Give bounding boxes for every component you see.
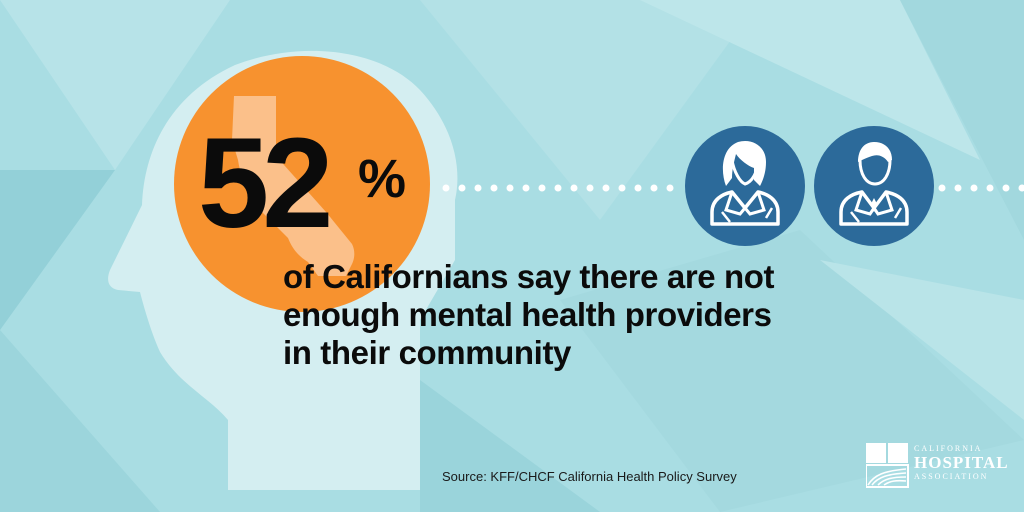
stat-number: 52 bbox=[198, 112, 333, 255]
headline-line: enough mental health providers bbox=[283, 296, 772, 333]
bg-facet bbox=[420, 0, 760, 220]
percent-sign: % bbox=[358, 149, 407, 209]
logo-line: ASSOCIATION bbox=[914, 472, 989, 481]
cha-logo: CALIFORNIA HOSPITAL ASSOCIATION bbox=[866, 443, 1008, 489]
female-provider-icon bbox=[685, 126, 805, 246]
bg-facet bbox=[420, 380, 600, 512]
logo-text: CALIFORNIA HOSPITAL ASSOCIATION bbox=[914, 443, 1009, 481]
headline-line: of Californians say there are not bbox=[283, 258, 775, 295]
bg-facet bbox=[0, 0, 230, 170]
male-provider-icon bbox=[814, 126, 934, 246]
logo-line: CALIFORNIA bbox=[914, 444, 983, 453]
headline-line: in their community bbox=[283, 334, 571, 371]
logo-mark-icon bbox=[866, 443, 909, 488]
bg-facet bbox=[560, 230, 1024, 512]
source-citation: Source: KFF/CHCF California Health Polic… bbox=[442, 469, 737, 484]
bg-facet bbox=[900, 0, 1024, 240]
california-shape bbox=[232, 96, 355, 276]
bg-facet bbox=[0, 170, 115, 330]
bg-facet bbox=[820, 260, 1024, 420]
bg-facet bbox=[0, 330, 160, 512]
headline: of Californians say there are not enough… bbox=[283, 258, 843, 372]
dotted-line bbox=[442, 184, 1024, 192]
bg-facet bbox=[640, 0, 980, 160]
logo-line: HOSPITAL bbox=[914, 453, 1009, 472]
